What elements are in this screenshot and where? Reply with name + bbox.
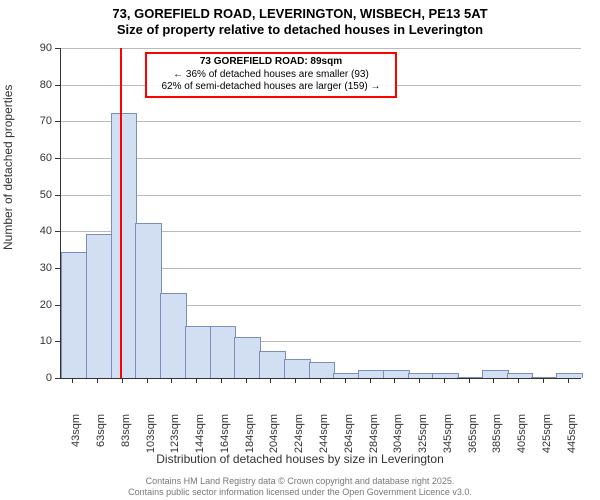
- x-tick-mark: [345, 378, 346, 383]
- y-tick-label: 60: [22, 152, 52, 164]
- histogram-bar: [556, 373, 583, 378]
- histogram-bar: [86, 234, 113, 378]
- chart-title: 73, GOREFIELD ROAD, LEVERINGTON, WISBECH…: [0, 0, 600, 39]
- y-tick-label: 90: [22, 42, 52, 54]
- histogram-bar: [408, 373, 435, 378]
- grid-line: [61, 48, 581, 49]
- footer-line-2: Contains public sector information licen…: [0, 487, 600, 498]
- grid-line: [61, 195, 581, 196]
- x-tick-mark: [493, 378, 494, 383]
- annotation-line: ← 36% of detached houses are smaller (93…: [151, 69, 391, 82]
- x-tick-mark: [444, 378, 445, 383]
- y-tick-mark: [55, 195, 60, 196]
- y-tick-label: 10: [22, 335, 52, 347]
- y-tick-label: 80: [22, 79, 52, 91]
- histogram-bar: [457, 377, 484, 378]
- x-tick-mark: [295, 378, 296, 383]
- histogram-bar: [482, 370, 509, 378]
- histogram-bar: [531, 377, 558, 378]
- y-tick-mark: [55, 305, 60, 306]
- subject-annotation: 73 GOREFIELD ROAD: 89sqm← 36% of detache…: [145, 52, 397, 98]
- title-line-1: 73, GOREFIELD ROAD, LEVERINGTON, WISBECH…: [0, 6, 600, 22]
- annotation-header: 73 GOREFIELD ROAD: 89sqm: [151, 56, 391, 69]
- x-tick-mark: [122, 378, 123, 383]
- x-tick-mark: [196, 378, 197, 383]
- x-tick-mark: [72, 378, 73, 383]
- histogram-bar: [61, 252, 88, 378]
- title-line-2: Size of property relative to detached ho…: [0, 22, 600, 38]
- plot-area: 73 GOREFIELD ROAD: 89sqm← 36% of detache…: [60, 48, 581, 379]
- subject-marker-line: [120, 48, 122, 378]
- y-tick-label: 0: [22, 372, 52, 384]
- histogram-bar: [135, 223, 162, 378]
- histogram-bar: [333, 373, 360, 378]
- histogram-bar: [284, 359, 311, 378]
- x-tick-mark: [370, 378, 371, 383]
- x-tick-mark: [419, 378, 420, 383]
- y-tick-mark: [55, 85, 60, 86]
- y-tick-label: 40: [22, 225, 52, 237]
- y-tick-label: 50: [22, 189, 52, 201]
- x-tick-mark: [270, 378, 271, 383]
- histogram-bar: [111, 113, 138, 378]
- x-tick-mark: [221, 378, 222, 383]
- y-tick-mark: [55, 378, 60, 379]
- x-tick-mark: [171, 378, 172, 383]
- y-tick-mark: [55, 48, 60, 49]
- footer-line-1: Contains HM Land Registry data © Crown c…: [0, 476, 600, 487]
- y-tick-mark: [55, 341, 60, 342]
- x-tick-mark: [320, 378, 321, 383]
- x-axis-label-text: Distribution of detached houses by size …: [156, 452, 444, 466]
- histogram-bar: [432, 373, 459, 378]
- x-tick-mark: [147, 378, 148, 383]
- chart-container: 73, GOREFIELD ROAD, LEVERINGTON, WISBECH…: [0, 0, 600, 500]
- y-tick-mark: [55, 231, 60, 232]
- histogram-bar: [259, 351, 286, 378]
- y-tick-label: 70: [22, 115, 52, 127]
- x-tick-mark: [568, 378, 569, 383]
- histogram-bar: [210, 326, 237, 378]
- x-tick-mark: [97, 378, 98, 383]
- histogram-bar: [383, 370, 410, 378]
- x-tick-mark: [469, 378, 470, 383]
- x-tick-mark: [543, 378, 544, 383]
- y-tick-label: 20: [22, 299, 52, 311]
- x-axis-label: Distribution of detached houses by size …: [0, 452, 600, 466]
- y-axis-label: Number of detached properties: [1, 85, 15, 250]
- x-tick-mark: [394, 378, 395, 383]
- y-axis-label-text: Number of detached properties: [1, 85, 15, 250]
- y-tick-mark: [55, 121, 60, 122]
- footer: Contains HM Land Registry data © Crown c…: [0, 476, 600, 498]
- histogram-bar: [309, 362, 336, 378]
- y-tick-label: 30: [22, 262, 52, 274]
- histogram-bar: [185, 326, 212, 378]
- y-tick-mark: [55, 158, 60, 159]
- histogram-bar: [358, 370, 385, 378]
- x-tick-mark: [518, 378, 519, 383]
- grid-line: [61, 121, 581, 122]
- annotation-line: 62% of semi-detached houses are larger (…: [151, 81, 391, 94]
- x-tick-mark: [246, 378, 247, 383]
- grid-line: [61, 158, 581, 159]
- y-tick-mark: [55, 268, 60, 269]
- histogram-bar: [507, 373, 534, 378]
- histogram-bar: [234, 337, 261, 378]
- histogram-bar: [160, 293, 187, 378]
